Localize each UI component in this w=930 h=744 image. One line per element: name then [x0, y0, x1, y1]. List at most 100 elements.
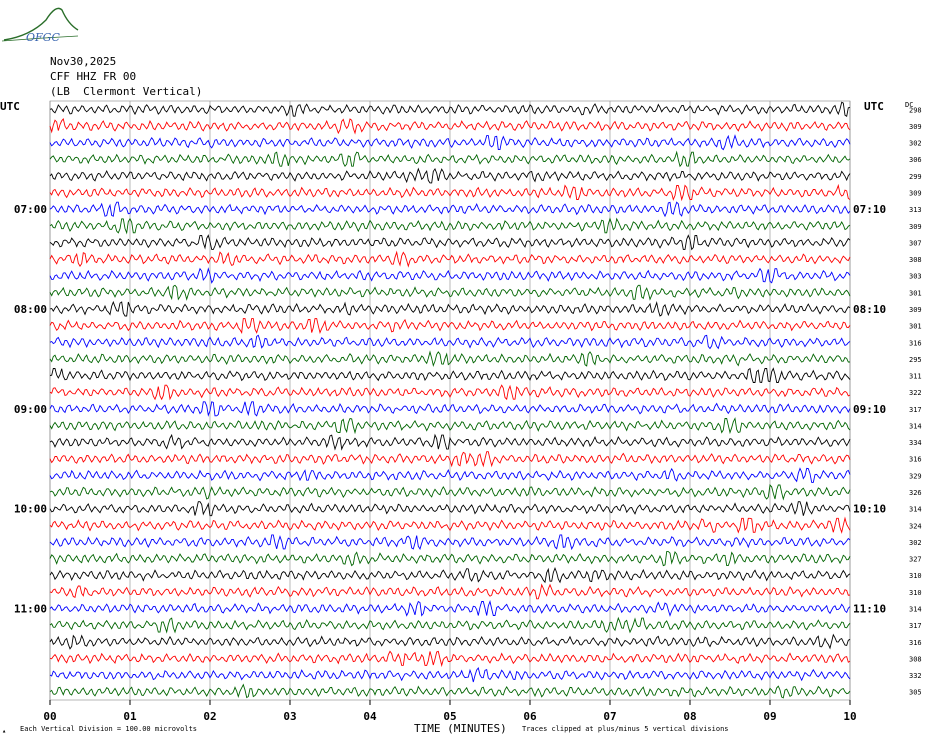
dc-value: 305 — [909, 689, 922, 697]
right-hour-label: 10:10 — [853, 503, 886, 516]
trace-22 — [49, 451, 851, 468]
x-tick-label: 04 — [363, 710, 377, 723]
trace-21 — [49, 433, 851, 451]
trace-30 — [49, 583, 851, 600]
trace-24 — [49, 483, 851, 501]
dc-value: 329 — [909, 472, 922, 480]
dc-value: 301 — [909, 323, 922, 331]
header-location: (LB Clermont Vertical) — [50, 85, 203, 98]
dc-value: 309 — [909, 190, 922, 198]
footer-scale-note: Each Vertical Division = 100.00 microvol… — [20, 725, 198, 733]
trace-19 — [49, 401, 851, 417]
dc-value: 316 — [909, 456, 922, 464]
dc-value: 295 — [909, 356, 922, 364]
dc-value: 298 — [909, 106, 922, 114]
trace-15 — [49, 334, 851, 350]
trace-29 — [49, 566, 851, 584]
right-hour-label: 07:10 — [853, 203, 886, 216]
left-hour-label: 07:00 — [14, 203, 47, 216]
dc-value: 327 — [909, 556, 922, 564]
trace-2 — [49, 118, 851, 135]
left-hour-label: 10:00 — [14, 503, 47, 516]
ofgc-logo: OFGC — [1, 7, 79, 44]
trace-4 — [49, 150, 851, 168]
time-gridlines — [49, 100, 851, 705]
trace-8 — [49, 217, 851, 235]
trace-10 — [49, 250, 851, 268]
dc-value: 313 — [909, 206, 922, 214]
trace-3 — [49, 134, 851, 151]
trace-1 — [49, 101, 851, 118]
trace-34 — [49, 650, 851, 668]
x-tick-label: 05 — [443, 710, 456, 723]
right-hour-label: 11:10 — [853, 602, 886, 615]
dc-value: 308 — [909, 256, 922, 264]
trace-13 — [49, 300, 851, 317]
trace-33 — [49, 633, 851, 650]
dc-value: 303 — [909, 273, 922, 281]
dc-value: 299 — [909, 173, 922, 181]
x-tick-label: 03 — [283, 710, 296, 723]
dc-value: 302 — [909, 539, 922, 547]
x-tick-label: 10 — [843, 710, 856, 723]
dc-value: 309 — [909, 306, 922, 314]
dc-value: 314 — [909, 605, 922, 613]
x-tick-label: 00 — [43, 710, 56, 723]
trace-17 — [49, 367, 851, 384]
dc-value: 306 — [909, 156, 922, 164]
logo-mountain-icon — [3, 7, 79, 41]
trace-28 — [49, 551, 851, 567]
header-station: CFF HHZ FR 00 — [50, 70, 137, 83]
right-utc-label: UTC — [864, 100, 884, 113]
dc-value: 326 — [909, 489, 922, 497]
dc-value: 310 — [909, 589, 922, 597]
trace-23 — [49, 467, 851, 483]
dc-value: 302 — [909, 140, 922, 148]
trace-32 — [49, 616, 851, 634]
trace-6 — [49, 183, 851, 202]
left-hour-label: 09:00 — [14, 403, 47, 416]
trace-20 — [49, 417, 851, 435]
trace-7 — [49, 201, 851, 218]
dc-value: 311 — [909, 373, 922, 381]
dc-value: 316 — [909, 339, 922, 347]
logo-base-line-icon — [1, 35, 79, 42]
x-tick-label: 07 — [603, 710, 616, 723]
footer-clip-note: Traces clipped at plus/minus 5 vertical … — [522, 725, 729, 733]
dc-header-label: DC — [905, 101, 913, 109]
trace-11 — [49, 267, 851, 284]
x-tick-label: 09 — [763, 710, 776, 723]
dc-value: 324 — [909, 522, 922, 530]
dc-value: 310 — [909, 572, 922, 580]
dc-value: 309 — [909, 123, 922, 131]
dc-value: 314 — [909, 422, 922, 430]
x-tick-label: 06 — [523, 710, 537, 723]
dc-value: 314 — [909, 506, 922, 514]
footer-scale-icon: ▴ — [2, 727, 7, 735]
dc-value: 308 — [909, 655, 922, 663]
dc-value: 301 — [909, 289, 922, 297]
trace-25 — [49, 501, 851, 517]
dc-value: 309 — [909, 223, 922, 231]
x-tick-label: 01 — [123, 710, 137, 723]
dc-value: 317 — [909, 406, 922, 414]
dc-value: 316 — [909, 639, 922, 647]
trace-9 — [49, 234, 851, 251]
trace-group — [49, 101, 851, 699]
trace-14 — [49, 318, 851, 335]
right-hour-label: 08:10 — [853, 303, 886, 316]
header-date: Nov30,2025 — [50, 55, 117, 68]
trace-27 — [49, 534, 851, 551]
left-utc-label: UTC — [0, 100, 20, 113]
trace-31 — [49, 599, 851, 617]
trace-16 — [49, 350, 850, 368]
logo-text: OFGC — [26, 31, 60, 44]
left-hour-label: 08:00 — [14, 303, 47, 316]
dc-value: 307 — [909, 239, 922, 247]
trace-26 — [49, 516, 851, 534]
x-tick-label: 02 — [203, 710, 216, 723]
axis-labels: 00 01 02 03 04 05 06 07 08 09 10 298 309 302 306 299 309… — [14, 106, 922, 723]
dc-value: 317 — [909, 622, 922, 630]
dc-value: 322 — [909, 389, 922, 397]
dc-value: 332 — [909, 672, 922, 680]
